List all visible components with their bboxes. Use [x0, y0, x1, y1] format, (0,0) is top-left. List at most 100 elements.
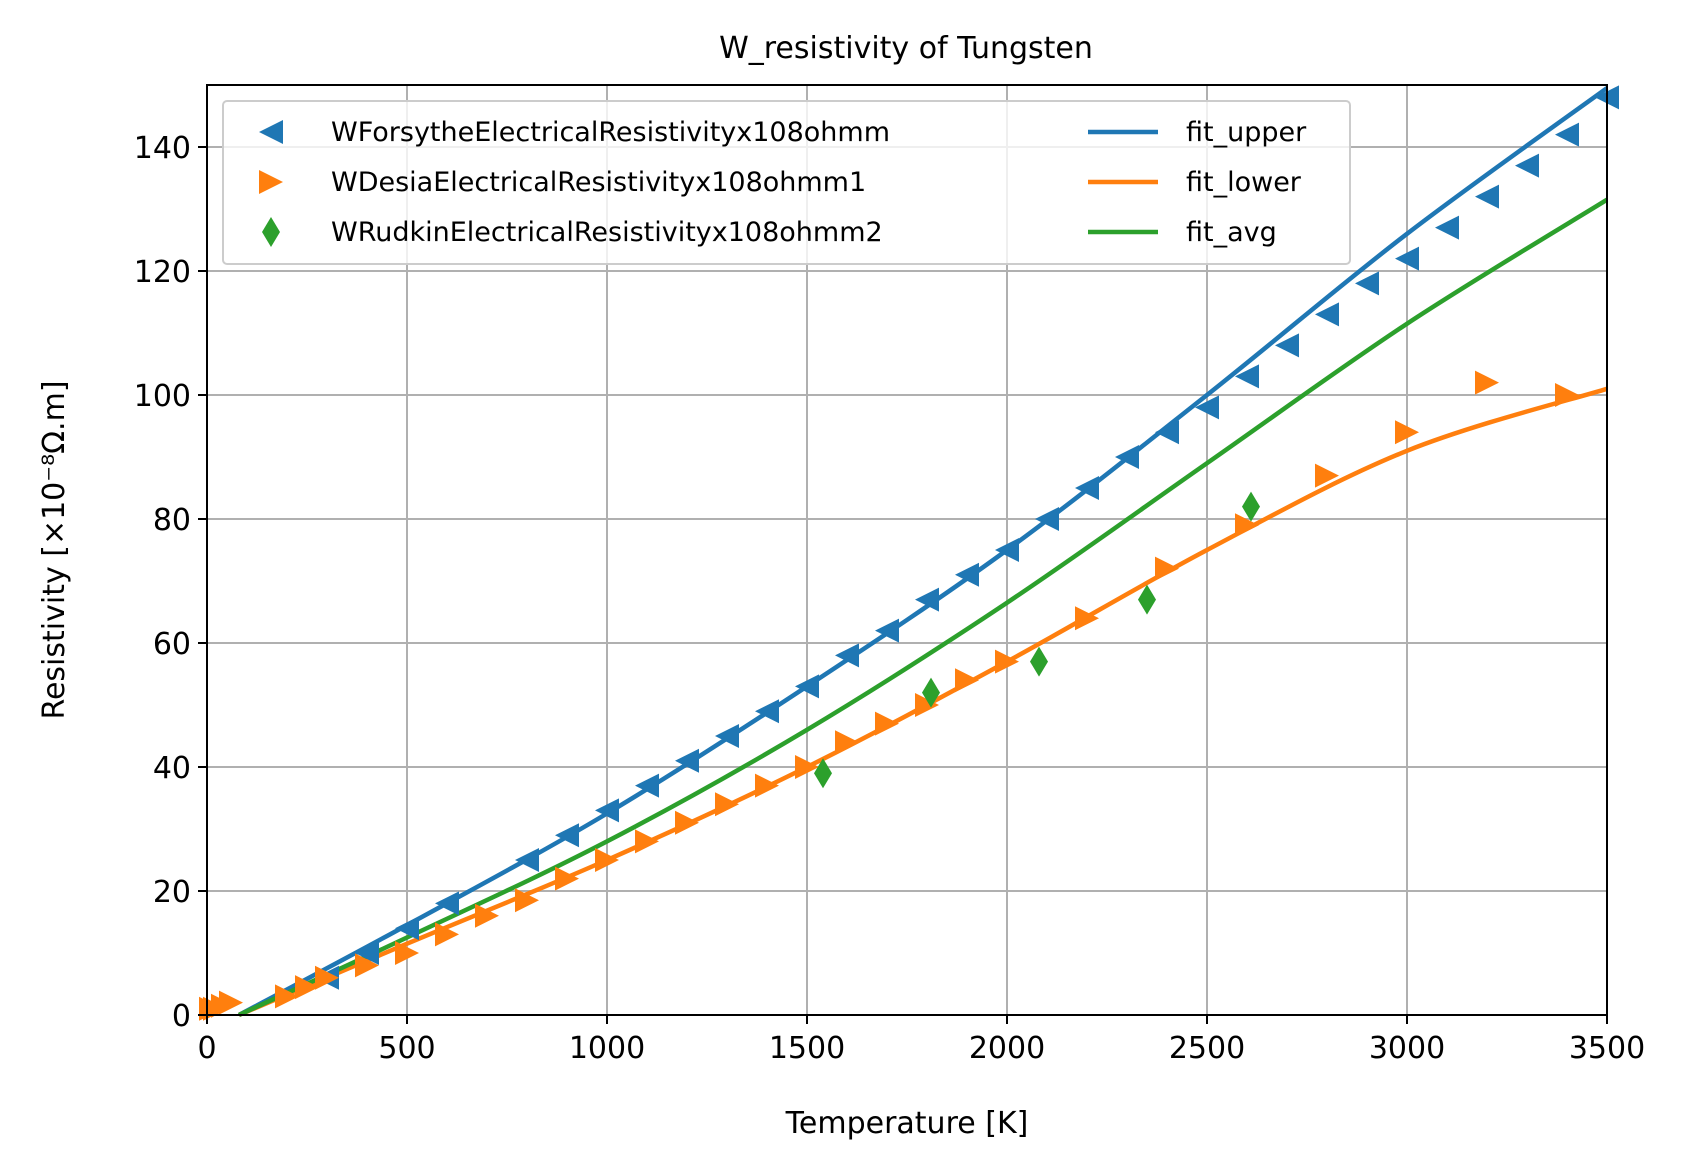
- data-point: [915, 587, 939, 612]
- legend: WForsytheElectricalResistivityx108ohmm WD…: [222, 100, 1351, 265]
- x-tick-label: 2500: [1169, 1031, 1245, 1066]
- x-tick-label: 1500: [769, 1031, 845, 1066]
- y-axis-label: Resistivity [×10⁻⁸Ω.m]: [37, 380, 72, 719]
- series-WRudkinElectricalResistivityx108ohmm2: [814, 491, 1260, 789]
- chart-title: W_resistivity of Tungsten: [719, 31, 1093, 66]
- data-point: [755, 699, 779, 724]
- data-point: [1138, 584, 1156, 615]
- data-point: [395, 916, 419, 941]
- data-point: [1075, 606, 1099, 631]
- data-point: [1475, 184, 1499, 209]
- data-point: [635, 829, 659, 854]
- data-point: [515, 888, 539, 913]
- data-point: [1275, 333, 1299, 358]
- legend-entry-fit_avg: fit_avg: [1088, 217, 1277, 248]
- legend-frame: [222, 100, 1351, 265]
- legend-label: WRudkinElectricalResistivityx108ohmm2: [331, 217, 883, 248]
- data-point: [1235, 364, 1259, 389]
- data-point: [1155, 556, 1179, 581]
- data-point: [295, 975, 319, 1000]
- y-tick-label: 60: [153, 627, 191, 662]
- data-point: [1435, 215, 1459, 240]
- data-point: [1115, 445, 1139, 469]
- y-tick-label: 100: [134, 379, 191, 414]
- series-fit_avg: [238, 197, 1609, 1018]
- data-point: [715, 792, 739, 817]
- x-tick-label: 1000: [569, 1031, 645, 1066]
- data-point: [1395, 420, 1419, 445]
- data-point: [1355, 271, 1379, 296]
- data-point: [715, 724, 739, 748]
- data-point: [675, 748, 699, 773]
- data-point: [1555, 122, 1579, 147]
- data-point: [555, 823, 579, 848]
- axis-ticks: 0 500 1000 1500 2000 2500 3000 3500 0 20 40 60 80 100…: [134, 131, 1645, 1066]
- data-point: [515, 848, 539, 872]
- legend-entry-fit_upper: fit_upper: [1088, 117, 1307, 148]
- data-point: [555, 866, 579, 891]
- data-point: [1315, 302, 1339, 327]
- data-point: [595, 848, 619, 872]
- data-point: [595, 798, 619, 823]
- legend-entry-fit_lower: fit_lower: [1088, 167, 1302, 198]
- data-point: [795, 674, 819, 699]
- series-WForsytheElectricalResistivityx108ohmm: [315, 85, 1619, 990]
- data-point: [875, 618, 899, 643]
- data-point: [955, 668, 979, 693]
- data-point: [315, 965, 339, 990]
- data-point: [1395, 246, 1419, 271]
- y-tick-label: 40: [153, 751, 191, 786]
- x-tick-label: 3500: [1569, 1031, 1645, 1066]
- x-axis-label: Temperature [K]: [785, 1106, 1029, 1141]
- y-tick-label: 80: [153, 503, 191, 538]
- data-point: [1075, 476, 1099, 500]
- data-point: [635, 773, 659, 798]
- x-tick-label: 0: [197, 1031, 216, 1066]
- y-tick-label: 0: [172, 999, 191, 1034]
- data-point: [1030, 646, 1048, 677]
- y-tick-label: 140: [134, 131, 191, 166]
- data-point: [955, 562, 979, 587]
- data-point: [835, 643, 859, 668]
- data-point: [435, 891, 459, 916]
- data-point: [814, 758, 832, 789]
- data-point: [675, 810, 699, 835]
- data-point: [922, 677, 940, 708]
- data-point: [835, 730, 859, 755]
- data-point: [1315, 463, 1339, 488]
- legend-label: fit_lower: [1186, 167, 1302, 198]
- fit-line-fit_avg: [238, 197, 1609, 1018]
- data-point: [1515, 153, 1539, 178]
- data-point: [475, 903, 499, 928]
- plot-frame: [206, 84, 1608, 1016]
- data-point: [915, 693, 939, 717]
- x-tick-label: 500: [378, 1031, 435, 1066]
- data-point: [1555, 383, 1579, 407]
- data-point: [875, 711, 899, 736]
- legend-entry-WRudkinElectricalResistivityx108ohmm2: WRudkinElectricalResistivityx108ohmm2: [262, 217, 883, 248]
- legend-marker: [259, 170, 283, 194]
- data-point: [275, 984, 299, 1009]
- legend-entry-WDesiaElectricalResistivityx108ohmm1: WDesiaElectricalResistivityx108ohmm1: [259, 167, 866, 198]
- data-point: [1035, 507, 1059, 531]
- data-point: [395, 941, 419, 965]
- series-WDesiaElectricalResistivityx108ohmm1: [199, 370, 1579, 1021]
- data-point: [995, 538, 1019, 562]
- legend-entry-WForsytheElectricalResistivityx108ohmm: WForsytheElectricalResistivityx108ohmm: [259, 117, 890, 148]
- data-point: [995, 649, 1019, 674]
- data-point: [1242, 491, 1260, 522]
- legend-label: WDesiaElectricalResistivityx108ohmm1: [331, 167, 866, 198]
- legend-label: fit_avg: [1186, 217, 1277, 248]
- data-point: [355, 953, 379, 978]
- x-tick-label: 2000: [969, 1031, 1045, 1066]
- y-tick-label: 120: [134, 255, 191, 290]
- data-point: [1155, 420, 1179, 445]
- series-layer: [199, 85, 1619, 1021]
- data-point: [1475, 370, 1499, 395]
- x-tick-label: 3000: [1369, 1031, 1445, 1066]
- y-tick-label: 20: [153, 875, 191, 910]
- data-point: [755, 773, 779, 798]
- legend-marker: [259, 120, 283, 144]
- data-point: [355, 941, 379, 965]
